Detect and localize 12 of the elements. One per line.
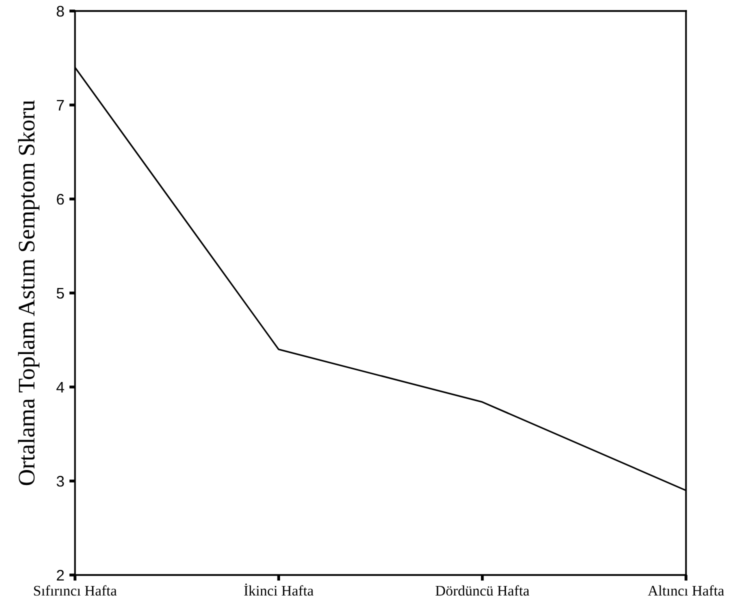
y-tick-label: 3	[56, 476, 64, 487]
x-tick-label: Altıncı Hafta	[648, 585, 724, 596]
y-tick-label: 6	[56, 194, 64, 205]
y-axis-title: Ortalama Toplam Astım Semptom Skoru	[18, 100, 40, 486]
x-tick-label: Dördüncü Hafta	[436, 585, 530, 596]
x-tick-label: Sıfırıncı Hafta	[34, 585, 117, 596]
y-tick-label: 7	[56, 100, 64, 111]
y-tick-label: 8	[56, 6, 64, 17]
y-tick-label: 5	[56, 288, 64, 299]
y-tick-label: 4	[56, 382, 64, 393]
x-tick-label: İkinci Hafta	[244, 584, 314, 596]
y-tick-label: 2	[56, 570, 64, 581]
